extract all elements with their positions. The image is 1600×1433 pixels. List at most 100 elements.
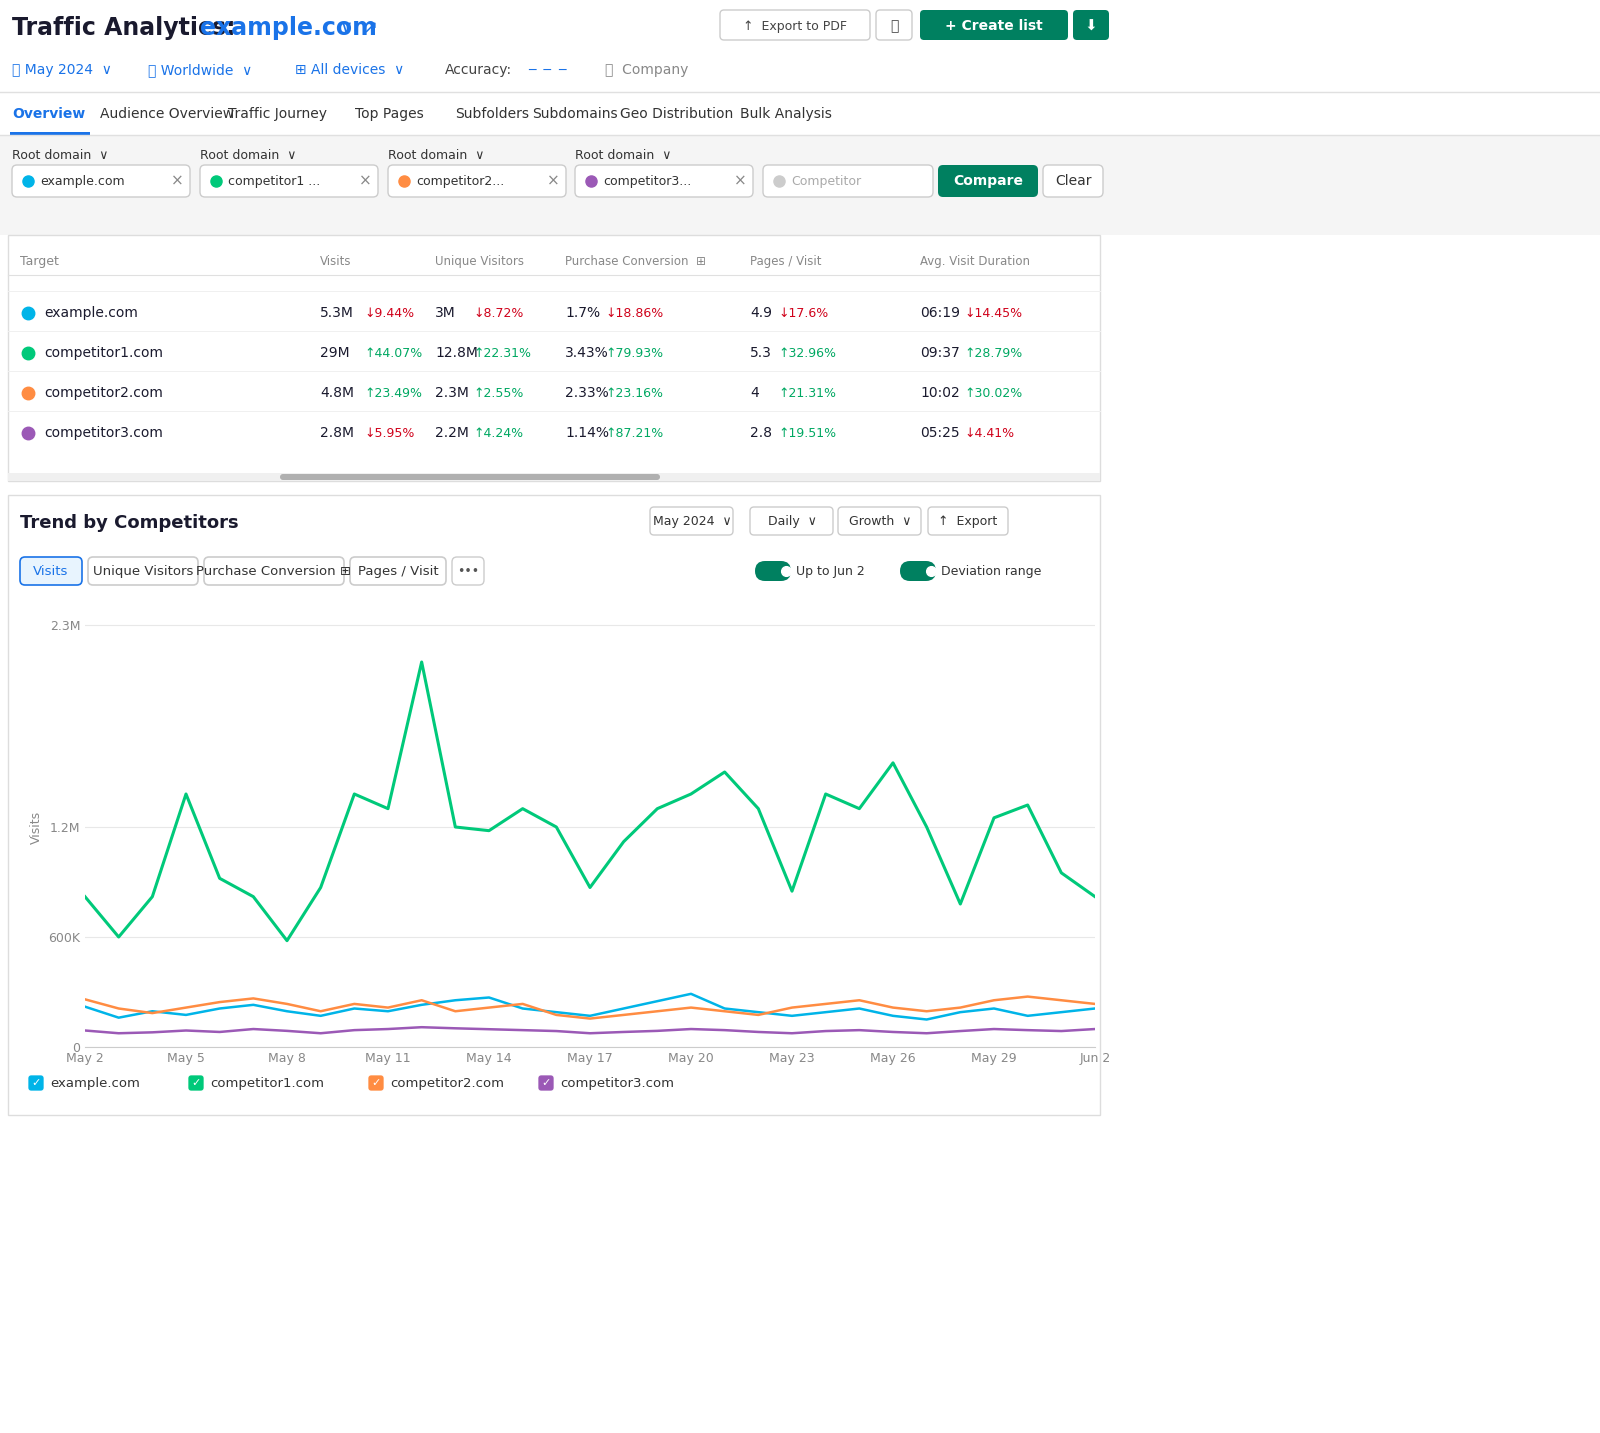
Text: Visits: Visits — [320, 255, 352, 268]
Text: May 2024  ∨: May 2024 ∨ — [653, 514, 731, 527]
Text: 2.8: 2.8 — [750, 426, 771, 440]
Text: Trend by Competitors: Trend by Competitors — [19, 514, 238, 532]
Text: Bulk Analysis: Bulk Analysis — [739, 107, 832, 120]
Text: 10:02: 10:02 — [920, 385, 960, 400]
Text: competitor1 ...: competitor1 ... — [229, 175, 320, 188]
Bar — [8, 494, 1101, 1115]
Text: ⤢: ⤢ — [890, 19, 898, 33]
Text: 4.9: 4.9 — [750, 307, 771, 320]
Text: competitor2.com: competitor2.com — [390, 1076, 504, 1089]
Text: 3M: 3M — [435, 307, 456, 320]
Text: 4.8M: 4.8M — [320, 385, 354, 400]
FancyBboxPatch shape — [29, 1075, 45, 1091]
Text: ↓17.6%: ↓17.6% — [778, 307, 829, 320]
Text: ↑  Export: ↑ Export — [938, 514, 998, 527]
Text: + Create list: + Create list — [946, 19, 1043, 33]
Text: competitor3...: competitor3... — [603, 175, 691, 188]
Bar — [0, 92, 1600, 136]
Text: ↑4.24%: ↑4.24% — [474, 427, 523, 440]
FancyBboxPatch shape — [387, 165, 566, 196]
Text: Competitor: Competitor — [790, 175, 861, 188]
Text: Pages / Visit: Pages / Visit — [358, 565, 438, 577]
Text: ↑30.02%: ↑30.02% — [963, 387, 1022, 400]
FancyBboxPatch shape — [763, 165, 933, 196]
Bar — [10, 132, 90, 135]
Text: Target: Target — [19, 255, 59, 268]
Text: competitor3.com: competitor3.com — [560, 1076, 674, 1089]
Text: Overview: Overview — [13, 107, 85, 120]
FancyBboxPatch shape — [350, 557, 446, 585]
Text: ↓8.72%: ↓8.72% — [474, 307, 523, 320]
FancyBboxPatch shape — [928, 507, 1008, 535]
FancyBboxPatch shape — [280, 474, 661, 480]
Text: ↓4.41%: ↓4.41% — [963, 427, 1014, 440]
Text: ✓: ✓ — [541, 1078, 550, 1088]
Text: ↓9.44%: ↓9.44% — [365, 307, 414, 320]
FancyBboxPatch shape — [720, 10, 870, 40]
FancyBboxPatch shape — [755, 560, 790, 580]
Text: ×: × — [171, 173, 184, 189]
Text: 5.3: 5.3 — [750, 345, 771, 360]
Text: competitor1.com: competitor1.com — [210, 1076, 323, 1089]
Text: competitor2...: competitor2... — [416, 175, 504, 188]
Text: ↓18.86%: ↓18.86% — [605, 307, 664, 320]
Text: 29M: 29M — [320, 345, 350, 360]
FancyBboxPatch shape — [838, 507, 922, 535]
Text: example.com: example.com — [200, 16, 378, 40]
FancyBboxPatch shape — [538, 1075, 554, 1091]
Text: Up to Jun 2: Up to Jun 2 — [797, 565, 864, 577]
Text: 🌐 Worldwide  ∨: 🌐 Worldwide ∨ — [147, 63, 253, 77]
Text: 2.2M: 2.2M — [435, 426, 469, 440]
Bar — [8, 235, 1101, 481]
Text: Unique Visitors: Unique Visitors — [435, 255, 525, 268]
Text: ↑19.51%: ↑19.51% — [778, 427, 837, 440]
Text: competitor3.com: competitor3.com — [45, 426, 163, 440]
Text: example.com: example.com — [40, 175, 125, 188]
Text: Compare: Compare — [954, 173, 1022, 188]
Text: Geo Distribution: Geo Distribution — [621, 107, 733, 120]
Text: ↑79.93%: ↑79.93% — [605, 347, 662, 360]
Text: 2.3M: 2.3M — [435, 385, 469, 400]
Text: Audience Overview: Audience Overview — [99, 107, 234, 120]
FancyBboxPatch shape — [574, 165, 754, 196]
Text: Subdomains: Subdomains — [531, 107, 618, 120]
Text: ↑32.96%: ↑32.96% — [778, 347, 835, 360]
Text: Root domain  ∨: Root domain ∨ — [574, 149, 672, 162]
Text: Root domain  ∨: Root domain ∨ — [200, 149, 296, 162]
FancyBboxPatch shape — [200, 165, 378, 196]
Bar — [0, 47, 1600, 92]
FancyBboxPatch shape — [19, 557, 82, 585]
Text: ⓘ  Company: ⓘ Company — [605, 63, 688, 77]
Text: 2.33%: 2.33% — [565, 385, 608, 400]
Text: 3.43%: 3.43% — [565, 345, 608, 360]
Text: ✓: ✓ — [32, 1078, 40, 1088]
Text: 📅 May 2024  ∨: 📅 May 2024 ∨ — [13, 63, 112, 77]
Text: 05:25: 05:25 — [920, 426, 960, 440]
Text: ↑87.21%: ↑87.21% — [605, 427, 664, 440]
Text: •••: ••• — [458, 565, 478, 577]
Text: Avg. Visit Duration: Avg. Visit Duration — [920, 255, 1030, 268]
Text: ×: × — [358, 173, 371, 189]
Text: Unique Visitors: Unique Visitors — [93, 565, 194, 577]
FancyBboxPatch shape — [877, 10, 912, 40]
Text: ↑2.55%: ↑2.55% — [474, 387, 523, 400]
Text: 06:19: 06:19 — [920, 307, 960, 320]
Text: competitor2.com: competitor2.com — [45, 385, 163, 400]
Text: ⊞ All devices  ∨: ⊞ All devices ∨ — [294, 63, 405, 77]
Text: ⬇: ⬇ — [1085, 19, 1098, 33]
FancyBboxPatch shape — [1043, 165, 1102, 196]
Text: 1.7%: 1.7% — [565, 307, 600, 320]
Bar — [0, 0, 1600, 47]
FancyBboxPatch shape — [1074, 10, 1109, 40]
Text: ─  ─  ─: ─ ─ ─ — [528, 63, 566, 76]
Text: ↑21.31%: ↑21.31% — [778, 387, 835, 400]
Text: ↑  Export to PDF: ↑ Export to PDF — [742, 20, 846, 33]
Text: ×: × — [547, 173, 560, 189]
Text: 5.3M: 5.3M — [320, 307, 354, 320]
Text: Purchase Conversion ⊞: Purchase Conversion ⊞ — [197, 565, 352, 577]
Text: Growth  ∨: Growth ∨ — [850, 514, 910, 527]
Text: ∨: ∨ — [339, 19, 354, 37]
FancyBboxPatch shape — [938, 165, 1038, 196]
FancyBboxPatch shape — [650, 507, 733, 535]
FancyBboxPatch shape — [13, 165, 190, 196]
